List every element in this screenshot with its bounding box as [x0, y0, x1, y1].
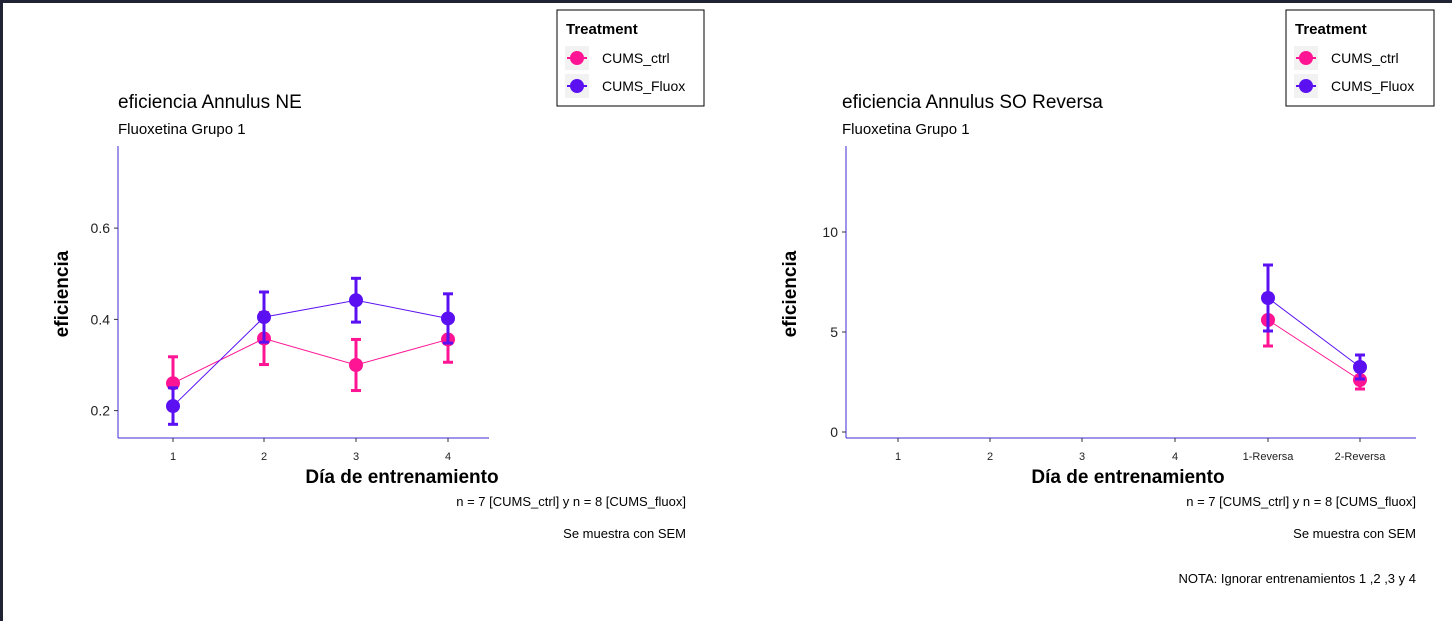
window-frame-top: [0, 0, 1452, 3]
legend-label: CUMS_Fluox: [1331, 78, 1414, 94]
chart-caption: NOTA: Ignorar entrenamientos 1 ,2 ,3 y 4: [1179, 571, 1417, 586]
chart-legend: Treatment CUMS_ctrl CUMS_Fluox: [1285, 9, 1435, 107]
x-tick-label: 4: [1172, 451, 1178, 463]
y-tick-label: 0.4: [91, 311, 111, 327]
legend-label: CUMS_ctrl: [602, 50, 670, 66]
chart-panel-2: eficiencia Annulus SO Reversa Fluoxetina …: [780, 9, 1435, 586]
y-axis-title: eficiencia: [52, 250, 73, 337]
y-tick-label: 0.6: [91, 220, 111, 236]
x-tick-label: 2: [261, 451, 267, 463]
legend-key-point: [570, 51, 584, 65]
y-tick-label: 0: [830, 424, 838, 440]
y-tick-label: 10: [822, 224, 838, 240]
x-axis-title: Día de entrenamiento: [305, 467, 498, 488]
series-cums-ctrl: [1261, 292, 1367, 391]
legend-title: Treatment: [1295, 21, 1367, 38]
y-tick-label: 5: [830, 324, 838, 340]
data-point: [349, 293, 363, 308]
series-cums-fluox: [166, 276, 455, 426]
chart-title: eficiencia Annulus NE: [118, 92, 302, 113]
data-point: [1353, 360, 1367, 374]
legend-title: Treatment: [566, 21, 638, 38]
x-tick-label: 1-Reversa: [1243, 451, 1295, 463]
series-cums-fluox: [1261, 263, 1367, 381]
data-point: [1261, 291, 1275, 305]
chart-caption: n = 7 [CUMS_ctrl] y n = 8 [CUMS_fluox]: [456, 494, 686, 509]
chart-subtitle: Fluoxetina Grupo 1: [118, 121, 246, 138]
series-line: [1267, 319, 1361, 381]
x-tick-label: 4: [445, 451, 451, 463]
x-tick-label: 3: [1079, 451, 1085, 463]
y-axis-title: eficiencia: [780, 250, 801, 337]
legend-label: CUMS_Fluox: [602, 78, 685, 94]
legend-key-point: [1299, 79, 1313, 93]
chart-title: eficiencia Annulus SO Reversa: [842, 92, 1103, 113]
data-point: [166, 399, 180, 414]
legend-label: CUMS_ctrl: [1331, 50, 1399, 66]
chart-caption: n = 7 [CUMS_ctrl] y n = 8 [CUMS_fluox]: [1186, 494, 1416, 509]
series-line: [172, 338, 449, 384]
legend-key-point: [1299, 51, 1313, 65]
chart-caption: Se muestra con SEM: [1293, 526, 1416, 541]
series-line: [172, 299, 449, 407]
chart-caption: Se muestra con SEM: [563, 526, 686, 541]
x-tick-label: 1: [895, 451, 901, 463]
x-tick-label: 2-Reversa: [1335, 451, 1387, 463]
x-tick-label: 1: [170, 451, 176, 463]
data-point: [349, 358, 363, 372]
legend-key-point: [570, 79, 584, 93]
chart-panel-1: eficiencia Annulus NE Fluoxetina Grupo 1 0…: [52, 9, 705, 541]
window-frame-left: [0, 0, 3, 621]
chart-subtitle: Fluoxetina Grupo 1: [842, 121, 970, 138]
x-tick-label: 3: [353, 451, 359, 463]
series-cums-ctrl: [166, 311, 455, 412]
series-line: [1267, 297, 1361, 368]
x-tick-label: 2: [987, 451, 993, 463]
chart-legend: Treatment CUMS_ctrl CUMS_Fluox: [556, 9, 705, 107]
data-point: [257, 310, 271, 325]
x-axis-title: Día de entrenamiento: [1031, 467, 1224, 488]
y-tick-label: 0.2: [91, 403, 111, 419]
data-point: [441, 311, 455, 326]
